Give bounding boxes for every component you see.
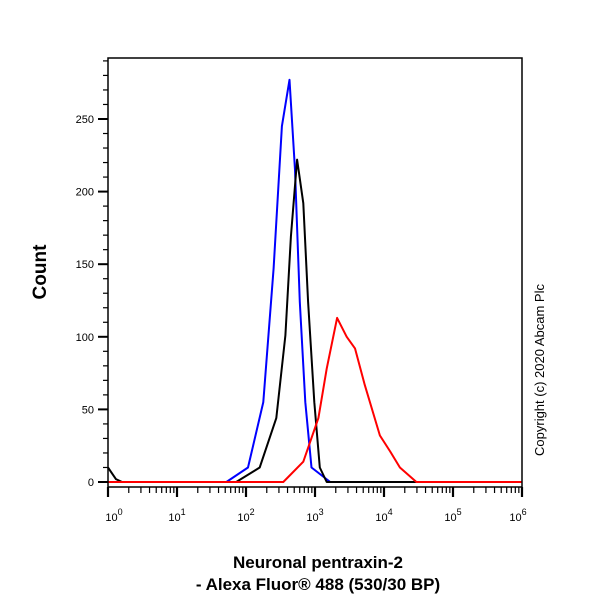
series-curves bbox=[107, 78, 522, 483]
series-line-1 bbox=[107, 158, 522, 483]
y-axis-label: Count bbox=[30, 244, 51, 300]
copyright-annotation: Copyright (c) 2020 Abcam Plc bbox=[532, 284, 547, 456]
x-tick-label: 106 bbox=[509, 507, 526, 524]
y-tick-label: 100 bbox=[76, 332, 94, 344]
x-tick-label: 104 bbox=[375, 507, 392, 524]
series-line-0 bbox=[108, 78, 522, 483]
y-tick-label: 200 bbox=[76, 187, 94, 199]
x-tick-label: 102 bbox=[237, 507, 254, 524]
y-tick-label: 50 bbox=[82, 404, 94, 416]
x-axis: 100 101 102 103 104 105 106 bbox=[105, 487, 527, 524]
y-tick-label: 0 bbox=[88, 477, 94, 489]
x-tick-label: 103 bbox=[306, 507, 323, 524]
x-tick-label: 100 bbox=[105, 507, 122, 524]
x-tick-label: 105 bbox=[444, 507, 461, 524]
x-axis-label-line2: - Alexa Fluor® 488 (530/30 BP) bbox=[196, 575, 440, 594]
y-axis: 0 50 100 150 200 250 bbox=[76, 60, 108, 489]
series-line-2 bbox=[108, 316, 522, 483]
y-tick-label: 150 bbox=[76, 259, 94, 271]
x-tick-label: 101 bbox=[168, 507, 185, 524]
y-tick-label: 250 bbox=[76, 114, 94, 126]
plot-frame bbox=[107, 57, 523, 488]
x-axis-label-line1: Neuronal pentraxin-2 bbox=[233, 553, 403, 572]
